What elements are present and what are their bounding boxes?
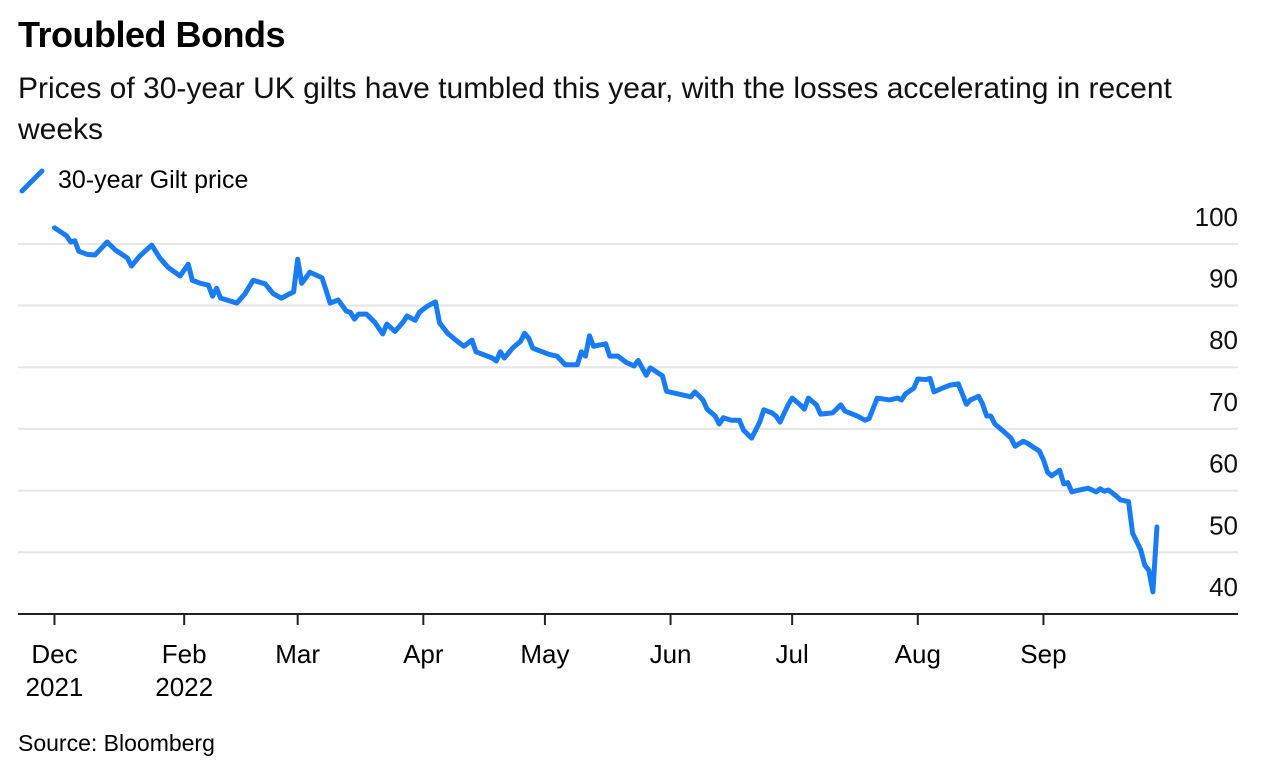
line: [51, 225, 1160, 595]
chart-title: Troubled Bonds: [18, 14, 286, 55]
legend-label: 30-year Gilt price: [58, 166, 249, 194]
y-tick-label: 70: [1209, 387, 1238, 417]
x-tick-label: Feb 2022: [155, 639, 214, 702]
y-tick-label: 40: [1209, 572, 1238, 602]
x-tick-label: Jun: [649, 639, 692, 669]
x-tick-label: Aug: [894, 639, 941, 669]
x-tick-label: May: [520, 639, 570, 669]
y-tick-label: 90: [1209, 264, 1238, 294]
y-tick-label: 60: [1209, 449, 1238, 479]
legend-swatch: [19, 168, 45, 193]
y-tick-label: 50: [1209, 510, 1238, 540]
x-tick-label: Dec 2021: [25, 639, 84, 702]
x-tick-label: Jul: [775, 639, 809, 669]
x-tick-label: Apr: [403, 639, 444, 669]
x-tick-label: Mar: [275, 639, 321, 669]
chart-subtitle: Prices of 30-year UK gilts have tumbled …: [18, 72, 1172, 146]
legend: 30-year Gilt price: [18, 166, 248, 195]
x-tick-label: Sep: [1020, 639, 1067, 669]
y-tick-label: 80: [1209, 325, 1238, 355]
y-tick-label: 100: [1195, 202, 1238, 232]
source: Source: Bloomberg: [18, 730, 215, 756]
